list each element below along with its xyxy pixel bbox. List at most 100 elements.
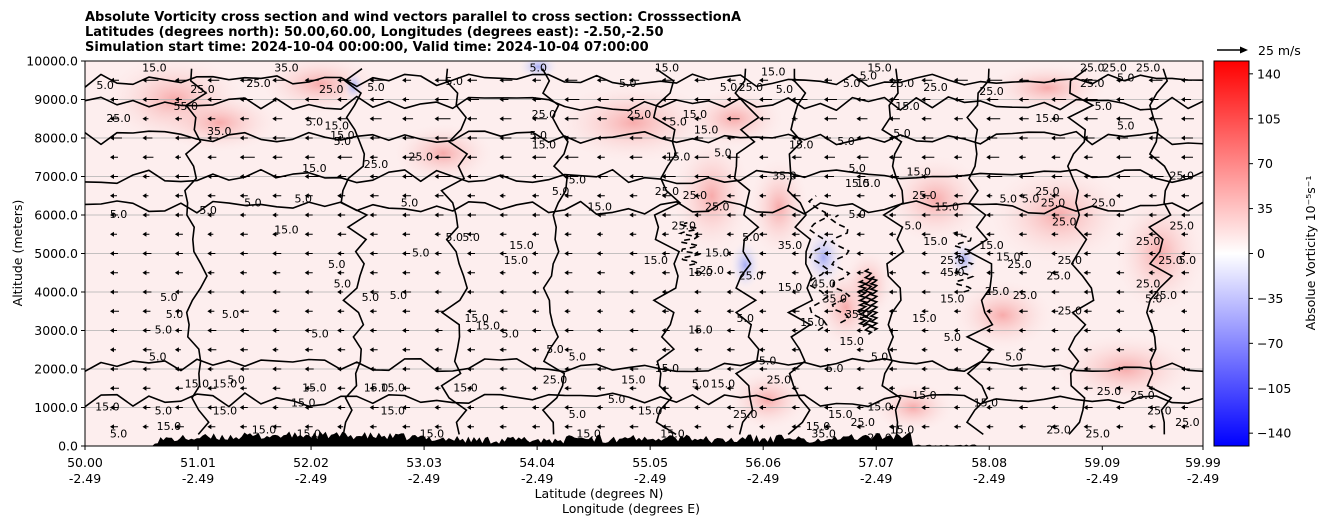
contour-label: 5.0 (110, 208, 128, 221)
wind-vector-head (856, 366, 861, 372)
contour-label: 15.0 (906, 166, 931, 179)
wind-vector-head (596, 212, 601, 218)
colorbar-label: Absolue Vorticity 10⁻⁵s⁻¹ (1303, 176, 1318, 331)
wind-vector-head (726, 212, 731, 218)
wind-vector-head (434, 270, 439, 276)
wind-vector-head (109, 405, 114, 410)
wind-vector-head (499, 424, 504, 430)
contour-label: 15.0 (504, 254, 529, 267)
wind-vector-head (823, 385, 828, 391)
wind-vector-head (823, 424, 828, 430)
wind-vector-head (921, 328, 926, 333)
contour-label: 15.0 (856, 177, 881, 190)
contour-label: 5.0 (1145, 293, 1163, 306)
wind-vector-head (661, 328, 666, 333)
wind-vector-head (304, 424, 309, 430)
wind-vector-head (564, 270, 569, 276)
wind-vector-head (337, 212, 342, 218)
wind-vector-head (239, 97, 244, 102)
wind-vector-head (823, 193, 828, 199)
contour-label: 25.0 (408, 150, 433, 163)
contour-line (85, 200, 1203, 215)
wind-vector-head (304, 328, 309, 333)
contour-label: 25.0 (1169, 220, 1194, 233)
wind-vector-head (823, 135, 828, 141)
wind-vector-head (694, 424, 699, 430)
wind-vector-head (1083, 116, 1088, 122)
wind-vector-head (1148, 308, 1153, 314)
wind-vector-head (1148, 154, 1153, 160)
wind-vector-head (888, 231, 893, 237)
contour-label: 15.0 (213, 377, 238, 390)
wind-vector-head (1180, 174, 1185, 179)
wind-vector-head (174, 251, 179, 256)
wind-vector-head (759, 424, 764, 430)
contour-label: 25.0 (1041, 196, 1066, 209)
wind-vector-head (1083, 251, 1088, 256)
wind-vector-head (888, 135, 893, 141)
contour-label: 45.0 (811, 277, 836, 290)
wind-vector-head (304, 193, 309, 199)
contour-label: 15.0 (839, 335, 864, 348)
contour-label: 5.0 (328, 258, 346, 271)
contour-label: 15.0 (638, 404, 663, 417)
wind-vector-head (304, 251, 309, 256)
contour-line (85, 392, 1203, 408)
vorticity-blob (730, 240, 761, 291)
wind-vector-head (986, 135, 991, 141)
wind-vector-head (337, 231, 342, 237)
wind-vector-head (759, 174, 764, 179)
contour-label: 5.0 (199, 204, 217, 217)
wind-vector-head (272, 174, 277, 179)
wind-vector-head (726, 270, 731, 276)
wind-vector-head (337, 366, 342, 372)
contour-label: 25.0 (739, 81, 764, 94)
wind-vector-head (1083, 97, 1088, 102)
wind-vector-head (531, 385, 536, 391)
wind-vector-head (369, 328, 374, 333)
wind-vector-head (369, 424, 374, 430)
wind-vector-head (1051, 347, 1056, 353)
wind-vector-head (466, 270, 471, 276)
wind-vector-head (304, 212, 309, 218)
wind-vector-head (142, 77, 147, 83)
contour-label: 25.0 (532, 108, 557, 121)
wind-vector-head (337, 328, 342, 333)
contour-label: 5.0 (227, 374, 245, 387)
y-axis-ticks: 0.0 1000.0 2000.0 3000.0 4000.0 5000.0 6000.0 7… (26, 54, 85, 454)
wind-vector-head (1083, 289, 1088, 295)
wind-vector-head (434, 308, 439, 314)
wind-vector-head (499, 174, 504, 179)
wind-vector-head (791, 366, 796, 372)
contour-label: 25.0 (627, 108, 652, 121)
contour-label: 15.0 (934, 200, 959, 213)
wind-vector-head (921, 212, 926, 218)
contour-label: 25.0 (1046, 270, 1071, 283)
wind-vector-head (174, 193, 179, 199)
contour-label: 15.0 (291, 397, 316, 410)
contour-label: 15.0 (302, 162, 327, 175)
wind-vector-head (596, 270, 601, 276)
wind-vector-head (596, 193, 601, 199)
wind-vector-head (369, 193, 374, 199)
wind-vector-head (921, 154, 926, 160)
x-tick-label-lon: -2.49 (747, 471, 779, 486)
wind-vector-head (1083, 308, 1088, 314)
wind-vector-head (694, 366, 699, 372)
wind-vector-head (531, 174, 536, 179)
contour-label: 25.0 (1052, 216, 1077, 229)
contour-label: 5.0 (1117, 119, 1135, 132)
wind-vector-head (1180, 135, 1185, 141)
wind-vector-head (207, 116, 212, 122)
wind-vector-head (1083, 174, 1088, 179)
contour-label: 5.0 (569, 350, 587, 363)
wind-vector-head (1051, 154, 1056, 160)
wind-vector-head (856, 251, 861, 256)
wind-vector-head (921, 366, 926, 372)
wind-vector-head (531, 154, 536, 160)
wind-vector-head (402, 385, 407, 391)
contour-label: 25.0 (705, 200, 730, 213)
wind-vector-head (531, 328, 536, 333)
wind-vector-head (239, 347, 244, 353)
wind-vector-head (466, 308, 471, 314)
